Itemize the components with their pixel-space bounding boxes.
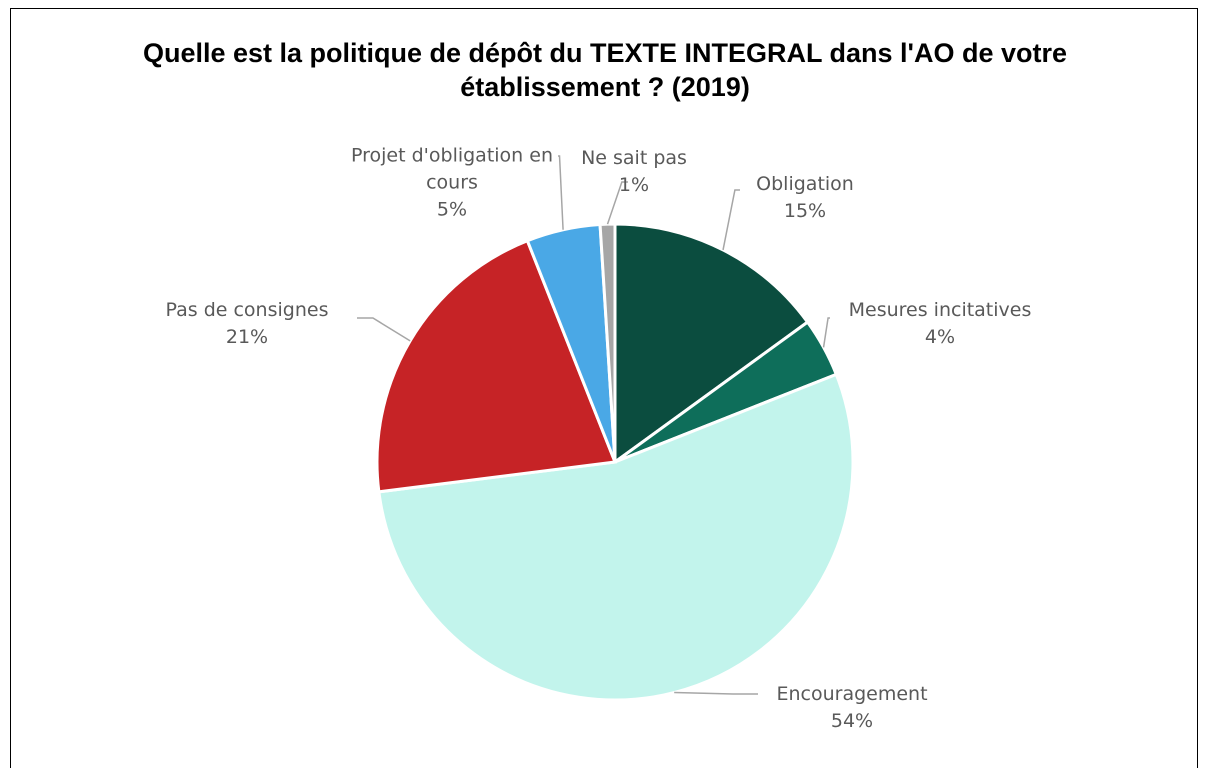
leader-line	[558, 155, 564, 230]
value-label: 15%	[783, 200, 827, 222]
pie-slice	[377, 372, 855, 702]
data-label: Ne sait pas 1%	[581, 145, 687, 199]
value-label: 1%	[618, 174, 650, 196]
value-label: 54%	[830, 710, 874, 732]
value-label: 4%	[924, 326, 956, 348]
category-label: Ne sait pas	[581, 147, 687, 169]
data-label: Projet d'obligation en cours 5%	[342, 143, 562, 224]
pie-slice	[598, 222, 617, 463]
chart-title: Quelle est la politique de dépôt du TEXT…	[142, 38, 1068, 102]
leader-line	[606, 181, 628, 225]
data-label: Encouragement 54%	[776, 681, 927, 735]
category-label: Encouragement	[776, 683, 928, 705]
data-label: Pas de consignes 21%	[166, 297, 329, 351]
value-label: 5%	[436, 198, 468, 221]
category-label: Mesures incitatives	[848, 299, 1032, 321]
category-label: Obligation	[756, 173, 854, 195]
chart-frame	[10, 8, 1198, 768]
data-label: Mesures incitatives 4%	[849, 297, 1032, 351]
leader-line	[674, 691, 758, 695]
leader-line	[722, 189, 740, 251]
category-label: Pas de consignes	[165, 299, 329, 321]
data-label: Obligation 15%	[756, 171, 854, 225]
pie-slice	[375, 238, 618, 494]
category-label: Projet d'obligation en cours	[351, 144, 553, 194]
leader-line	[357, 317, 411, 342]
value-label: 21%	[225, 326, 269, 348]
leader-line	[822, 317, 830, 348]
